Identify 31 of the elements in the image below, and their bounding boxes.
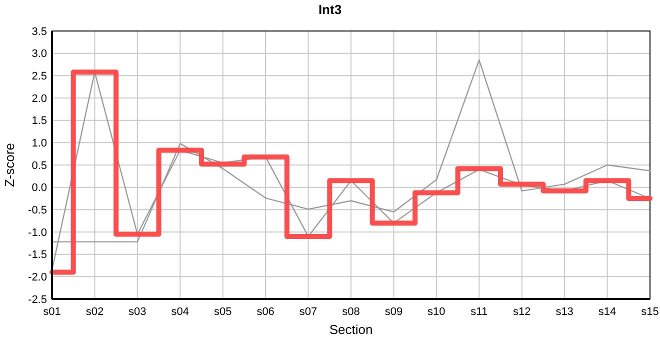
x-tick-label: s11 <box>470 306 488 318</box>
y-tick-label: -1.5 <box>28 249 47 262</box>
y-tick-label: 2.0 <box>32 92 47 105</box>
y-tick-label: -2.5 <box>28 294 47 306</box>
x-tick-label: s02 <box>86 306 104 318</box>
x-tick-label: s06 <box>256 306 274 318</box>
y-axis-title: Z-score <box>2 142 17 188</box>
y-tick-label: 2.5 <box>32 70 47 83</box>
x-tick-label: s01 <box>43 306 61 318</box>
y-tick-label: -2.0 <box>28 272 47 284</box>
x-tick-label: s03 <box>128 306 146 318</box>
x-tick-label: s12 <box>512 306 531 318</box>
x-tick-label: s04 <box>171 306 190 318</box>
y-tick-label: 0.0 <box>32 182 47 194</box>
x-tick-label: s15 <box>641 306 659 318</box>
x-tick-label: s08 <box>342 306 360 318</box>
y-tick-label: 0.5 <box>32 160 47 172</box>
y-tick-label: -0.5 <box>28 204 47 217</box>
y-tick-label: 3.0 <box>32 48 47 60</box>
y-tick-label: 1.0 <box>32 138 47 150</box>
x-tick-label: s10 <box>428 306 446 318</box>
x-tick-label: s05 <box>214 306 232 318</box>
y-tick-label: 3.5 <box>32 26 47 38</box>
x-tick-label: s13 <box>556 306 574 318</box>
x-tick-label: s07 <box>299 306 318 318</box>
y-tick-label: 1.5 <box>32 115 47 128</box>
x-tick-label: s14 <box>598 306 616 318</box>
chart-title: Int3 <box>318 2 342 17</box>
x-tick-label: s09 <box>384 306 403 318</box>
y-tick-label: -1.0 <box>28 226 47 239</box>
x-axis-title: Section <box>329 322 373 337</box>
